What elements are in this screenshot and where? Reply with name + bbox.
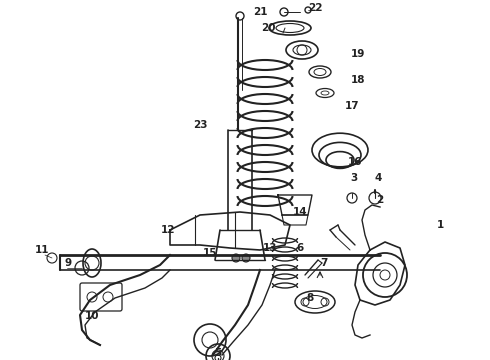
Text: 5: 5	[215, 348, 221, 358]
Text: 17: 17	[344, 101, 359, 111]
Circle shape	[232, 254, 240, 262]
Text: 18: 18	[351, 75, 365, 85]
Text: 9: 9	[65, 258, 72, 268]
FancyBboxPatch shape	[80, 283, 122, 311]
Text: 4: 4	[374, 173, 382, 183]
Text: 15: 15	[203, 248, 217, 258]
Text: 11: 11	[35, 245, 49, 255]
Text: 19: 19	[351, 49, 365, 59]
Text: 22: 22	[308, 3, 322, 13]
Text: 7: 7	[320, 258, 328, 268]
Text: 20: 20	[261, 23, 275, 33]
Text: 3: 3	[350, 173, 358, 183]
Text: 13: 13	[263, 243, 277, 253]
Text: 14: 14	[293, 207, 307, 217]
Circle shape	[242, 254, 250, 262]
Text: 1: 1	[437, 220, 443, 230]
Text: 10: 10	[85, 311, 99, 321]
Text: 23: 23	[193, 120, 207, 130]
Text: 8: 8	[306, 293, 314, 303]
Text: 12: 12	[161, 225, 175, 235]
Text: 6: 6	[296, 243, 304, 253]
Text: 21: 21	[253, 7, 267, 17]
Text: 2: 2	[376, 195, 384, 205]
Text: 16: 16	[348, 157, 362, 167]
